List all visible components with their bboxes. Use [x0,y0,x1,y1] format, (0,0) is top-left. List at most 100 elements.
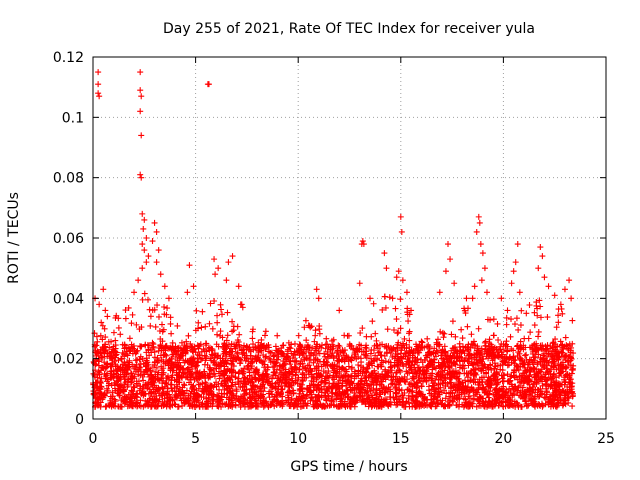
roti-point [363,345,370,352]
x-tick-label: 5 [191,431,200,447]
roti-point [414,380,421,387]
roti-point [143,355,150,362]
roti-point [395,329,402,336]
roti-point [151,348,158,355]
roti-point [274,332,281,339]
roti-point [564,395,571,402]
roti-outlier-point [138,132,145,139]
roti-point [160,358,167,365]
roti-point [270,369,277,376]
roti-point [510,391,517,398]
roti-point [235,370,242,377]
roti-outlier-point [514,241,521,248]
roti-point [277,399,284,406]
roti-point [493,381,500,388]
roti-point [322,341,329,348]
roti-point [339,374,346,381]
roti-point [508,345,515,352]
roti-point [393,369,400,376]
roti-point [106,344,113,351]
roti-point [371,367,378,374]
roti-point [458,326,465,333]
roti-point [381,293,388,300]
roti-point [295,332,302,339]
roti-point [205,374,212,381]
roti-point [150,399,157,406]
roti-point [513,315,520,322]
roti-point [255,371,262,378]
roti-point [202,384,209,391]
roti-point [192,327,199,334]
roti-point [223,360,230,367]
roti-point [517,338,524,345]
roti-outlier-point [149,238,156,245]
roti-point [507,397,514,404]
roti-point [194,391,201,398]
roti-point [410,397,417,404]
roti-point [385,358,392,365]
roti-point [363,369,370,376]
roti-point [496,394,503,401]
roti-outlier-point [512,259,519,266]
roti-point [357,390,364,397]
roti-point [537,361,544,368]
roti-point [442,348,449,355]
roti-point [365,403,372,410]
roti-point [550,403,557,410]
roti-point [289,355,296,362]
roti-point [491,370,498,377]
roti-point [517,382,524,389]
roti-point [355,372,362,379]
roti-point [363,352,370,359]
roti-point [371,358,378,365]
roti-point [459,335,466,342]
roti-point [305,368,312,375]
roti-point [547,343,554,350]
roti-point [518,378,525,385]
roti-point [566,353,573,360]
roti-point [155,369,162,376]
roti-point [425,383,432,390]
roti-point [406,347,413,354]
roti-point [533,302,540,309]
roti-point [437,328,444,335]
roti-point [124,381,131,388]
roti-point [261,384,268,391]
roti-point [529,401,536,408]
roti-point [371,342,378,349]
roti-point [549,397,556,404]
roti-point [228,397,235,404]
roti-point [505,403,512,410]
roti-point [321,383,328,390]
roti-point [284,392,291,399]
roti-point [347,396,354,403]
roti-point [558,305,565,312]
roti-point [440,402,447,409]
roti-point [535,373,542,380]
roti-outlier-point [508,280,515,287]
roti-point [155,357,162,364]
roti-point [339,380,346,387]
roti-point [535,328,542,335]
roti-point [413,343,420,350]
roti-point [259,377,266,384]
roti-point [372,330,379,337]
roti-point [446,363,453,370]
roti-point [562,334,569,341]
roti-point [107,368,114,375]
x-tick-label: 10 [289,431,307,447]
y-tick-label: 0.12 [53,50,84,66]
roti-outlier-point [403,289,410,296]
roti-point [395,339,402,346]
roti-point [471,366,478,373]
roti-point [515,326,522,333]
roti-point [332,369,339,376]
roti-point [533,366,540,373]
roti-point [386,294,393,301]
roti-point [208,351,215,358]
roti-outlier-point [463,295,470,302]
roti-point [180,370,187,377]
roti-point [124,367,131,374]
roti-point [454,396,461,403]
roti-point [200,394,207,401]
